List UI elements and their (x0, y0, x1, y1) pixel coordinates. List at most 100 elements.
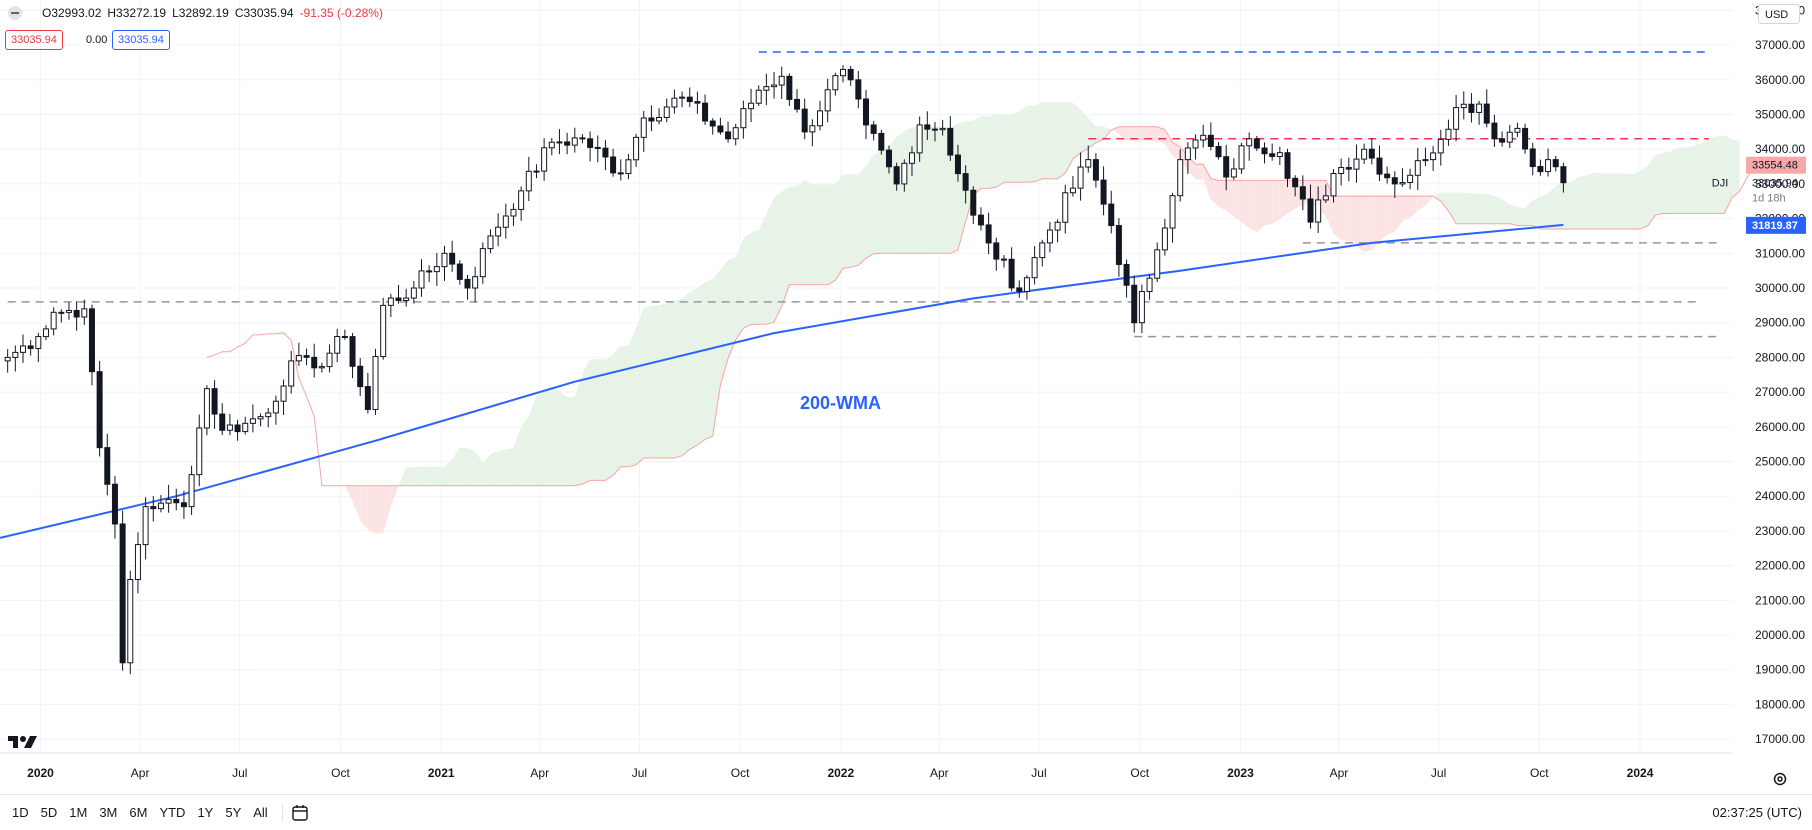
candle-83 (640, 110, 647, 152)
cloud-segment-180 (1586, 172, 1595, 230)
currency-button[interactable]: USD (1758, 4, 1800, 24)
candle-35 (272, 395, 279, 425)
timeframe-1d[interactable]: 1D (12, 805, 29, 820)
candle-187 (1437, 129, 1444, 166)
cloud-segment-49 (582, 359, 591, 485)
candle-0 (4, 349, 11, 373)
price-chart[interactable]: 200-WMA 38000.0037000.0036000.0035000.00… (0, 0, 1812, 795)
candle-188 (1445, 119, 1452, 146)
candle-110 (847, 65, 854, 86)
cloud-segment-193 (1686, 145, 1694, 214)
candle-56 (433, 253, 440, 286)
marker-last-label: 33035.94 (1752, 178, 1798, 190)
timeframe-ytd[interactable]: YTD (159, 805, 186, 820)
candle-23 (180, 490, 187, 519)
timeframe-all[interactable]: All (253, 805, 268, 820)
candle-52 (403, 288, 410, 307)
candle-64 (495, 213, 502, 247)
cloud-segment-90 (896, 131, 905, 254)
cloud-segment-81 (827, 184, 836, 285)
candle-189 (1453, 94, 1460, 142)
goto-date-icon[interactable] (289, 804, 311, 822)
cloud-segment-153 (1379, 196, 1388, 242)
candle-94 (725, 121, 732, 143)
horizontal-levels (7, 51, 1717, 338)
timeframe-3m[interactable]: 3M (99, 805, 118, 820)
candle-114 (878, 129, 885, 155)
cloud-segment-151 (1364, 196, 1372, 253)
cloud-segment-184 (1617, 173, 1625, 230)
cloud-segment-168 (1494, 195, 1503, 224)
cloud-segment-111 (1057, 102, 1066, 179)
candle-47 (364, 372, 371, 414)
cloud-segment-103 (996, 113, 1004, 188)
candle-34 (265, 407, 272, 428)
candle-143 (1100, 166, 1107, 216)
price-tick-16: 22000.00 (1755, 559, 1805, 573)
cloud-segment-85 (858, 166, 866, 266)
cloud-segment-24 (390, 485, 399, 507)
cloud-segment-91 (904, 127, 912, 254)
candle-168 (1292, 175, 1299, 197)
candle-57 (441, 245, 448, 281)
cloud-segment-63 (689, 287, 698, 450)
cloud-segment-32 (452, 447, 460, 486)
candle-106 (817, 100, 824, 131)
cloud-segment-185 (1624, 173, 1633, 230)
timeframe-5d[interactable]: 5D (40, 805, 58, 820)
cloud-segment-46 (559, 391, 568, 486)
price-tick-3: 35000.00 (1755, 108, 1805, 122)
candle-48 (372, 348, 379, 415)
cloud-segment-96 (942, 126, 951, 254)
cloud-segment-52 (605, 354, 614, 481)
cloud-segment-127 (1180, 147, 1188, 171)
cloud-segment-164 (1463, 192, 1472, 224)
candle-53 (410, 281, 417, 304)
candle-125 (962, 165, 969, 204)
candle-12 (96, 360, 103, 457)
cloud-segment-31 (444, 458, 453, 486)
timeframe-1m[interactable]: 1M (69, 805, 88, 820)
time-label-6: Jul (632, 766, 647, 780)
timeframe-6m[interactable]: 6M (129, 805, 148, 820)
settings-gear-icon[interactable] (1772, 771, 1788, 787)
candle-99 (763, 73, 770, 106)
legend-toggle-icon[interactable] (8, 6, 22, 20)
candle-147 (1131, 275, 1138, 333)
candle-173 (1330, 169, 1337, 203)
price-tick-19: 19000.00 (1755, 663, 1805, 677)
candle-171 (1315, 186, 1322, 233)
cloud-segment-69 (735, 238, 744, 340)
utc-clock[interactable]: 02:37:25 (UTC) (1712, 805, 1802, 820)
candle-202 (1552, 155, 1559, 172)
candle-150 (1154, 242, 1161, 283)
legend-low: L32892.19 (172, 6, 229, 20)
cloud-segment-33 (459, 447, 468, 486)
candle-78 (602, 139, 609, 171)
price-tick-7: 31000.00 (1755, 246, 1805, 260)
ichimoku-cloud (206, 102, 1763, 534)
cloud-segment-162 (1448, 192, 1457, 224)
wma-200-line (0, 223, 1564, 539)
price-tick-18: 20000.00 (1755, 628, 1805, 642)
candle-80 (617, 159, 624, 181)
candle-167 (1284, 148, 1291, 188)
time-label-0: 2020 (27, 766, 54, 780)
cloud-segment-128 (1187, 156, 1196, 179)
candle-73 (564, 132, 571, 155)
candle-45 (349, 333, 356, 379)
cloud-segment-25 (398, 467, 407, 487)
timeframe-1y[interactable]: 1Y (197, 805, 214, 820)
cloud-segment-163 (1456, 192, 1464, 224)
candle-70 (541, 138, 548, 181)
cloud-segment-59 (659, 303, 667, 459)
candle-165 (1269, 143, 1276, 161)
legend-change: -91.35 (-0.28%) (299, 6, 383, 20)
timeframe-5y[interactable]: 5Y (225, 805, 242, 820)
candle-116 (893, 162, 900, 191)
price-tick-15: 23000.00 (1755, 524, 1805, 538)
candle-46 (357, 357, 364, 397)
cloud-segment-38 (498, 449, 506, 486)
candle-91 (702, 94, 709, 125)
candle-76 (587, 131, 594, 162)
